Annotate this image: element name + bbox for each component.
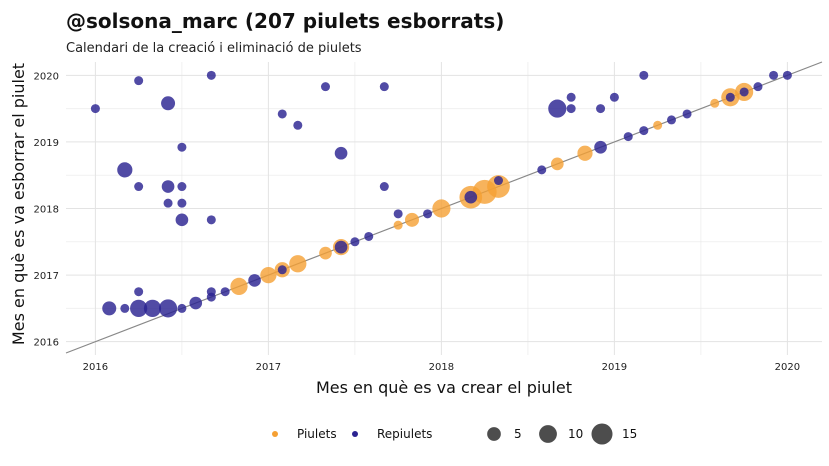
data-point: [319, 246, 332, 260]
data-point: [117, 162, 133, 178]
data-point: [248, 274, 261, 287]
y-tick-label: 2020: [34, 71, 59, 82]
x-axis-title: Mes en què es va crear el piulet: [316, 378, 572, 397]
data-point: [379, 82, 389, 92]
legend-size-key: [591, 423, 613, 445]
data-point: [134, 182, 144, 192]
data-point: [487, 175, 510, 198]
data-point: [682, 109, 692, 119]
data-point: [334, 240, 348, 254]
data-point: [189, 296, 203, 310]
data-point: [177, 142, 187, 152]
x-tick-label: 2016: [83, 362, 108, 373]
legend-label: Repiulets: [377, 427, 432, 441]
data-point: [260, 266, 277, 284]
data-point: [163, 198, 173, 208]
data-point: [550, 157, 564, 171]
data-point: [566, 104, 576, 114]
data-point: [90, 104, 100, 114]
data-point: [350, 237, 360, 247]
x-tick-label: 2018: [429, 362, 454, 373]
data-point: [393, 209, 403, 219]
data-point: [102, 301, 117, 316]
data-point: [379, 182, 389, 192]
x-tick-label: 2019: [602, 362, 627, 373]
data-point: [134, 76, 144, 86]
chart-title: @solsona_marc (207 piulets esborrats): [66, 9, 504, 33]
legend-key: [352, 431, 358, 437]
data-point: [161, 180, 175, 193]
data-point: [277, 265, 287, 275]
data-point: [594, 140, 607, 154]
data-point: [609, 92, 619, 102]
data-point: [277, 109, 287, 119]
data-point: [230, 277, 248, 296]
data-point: [364, 231, 374, 241]
y-tick-label: 2018: [34, 205, 59, 216]
data-point: [320, 82, 330, 92]
data-point: [158, 299, 178, 318]
data-point: [623, 132, 633, 142]
data-point: [739, 87, 749, 97]
x-tick-label: 2017: [256, 362, 281, 373]
data-point: [769, 70, 779, 80]
data-point: [293, 120, 303, 130]
legend-label: Piulets: [297, 427, 337, 441]
data-point: [177, 303, 187, 313]
legend-size-label: 10: [568, 427, 583, 441]
data-point: [537, 165, 547, 175]
data-point: [206, 70, 216, 80]
data-point: [161, 96, 176, 111]
y-tick-label: 2019: [34, 138, 59, 149]
legend: Piulets Repiulets 5 10 15: [272, 423, 637, 445]
x-axis-ticks: 2016 2017 2018 2019 2020: [83, 362, 800, 373]
data-point: [134, 287, 144, 297]
legend-size-key: [539, 425, 557, 443]
data-point: [175, 213, 189, 227]
legend-size-label: 15: [622, 427, 637, 441]
data-point: [666, 115, 676, 125]
data-point: [206, 215, 216, 225]
data-point: [177, 198, 187, 208]
data-point: [432, 199, 451, 218]
chart-subtitle: Calendari de la creació i eliminació de …: [66, 41, 362, 56]
data-point: [206, 287, 216, 297]
y-tick-label: 2017: [34, 271, 59, 282]
data-point: [464, 190, 478, 204]
data-point: [177, 182, 187, 192]
data-point: [493, 176, 503, 186]
data-point: [143, 299, 162, 318]
data-point: [710, 98, 720, 108]
data-point: [220, 287, 230, 297]
data-point: [639, 126, 649, 136]
data-point: [639, 70, 649, 80]
legend-size-label: 5: [514, 427, 522, 441]
data-point: [577, 145, 593, 161]
data-point: [548, 99, 567, 118]
x-tick-label: 2020: [775, 362, 800, 373]
data-point: [653, 120, 663, 130]
data-point: [404, 212, 419, 227]
legend-key: [272, 431, 278, 437]
data-point: [596, 104, 606, 114]
data-point: [725, 92, 735, 102]
y-axis-title: Mes en què es va esborrar el piulet: [9, 63, 28, 345]
data-point: [782, 70, 792, 80]
y-axis-ticks: 2016 2017 2018 2019 2020: [34, 71, 59, 348]
data-point: [393, 220, 403, 230]
data-point: [334, 146, 348, 160]
data-points: [90, 70, 792, 318]
data-point: [566, 92, 576, 102]
data-point: [289, 255, 307, 273]
data-point: [753, 82, 763, 92]
data-point: [130, 299, 148, 318]
legend-size-key: [487, 427, 501, 441]
data-point: [120, 303, 130, 313]
data-point: [423, 209, 433, 219]
y-tick-label: 2016: [34, 338, 59, 349]
